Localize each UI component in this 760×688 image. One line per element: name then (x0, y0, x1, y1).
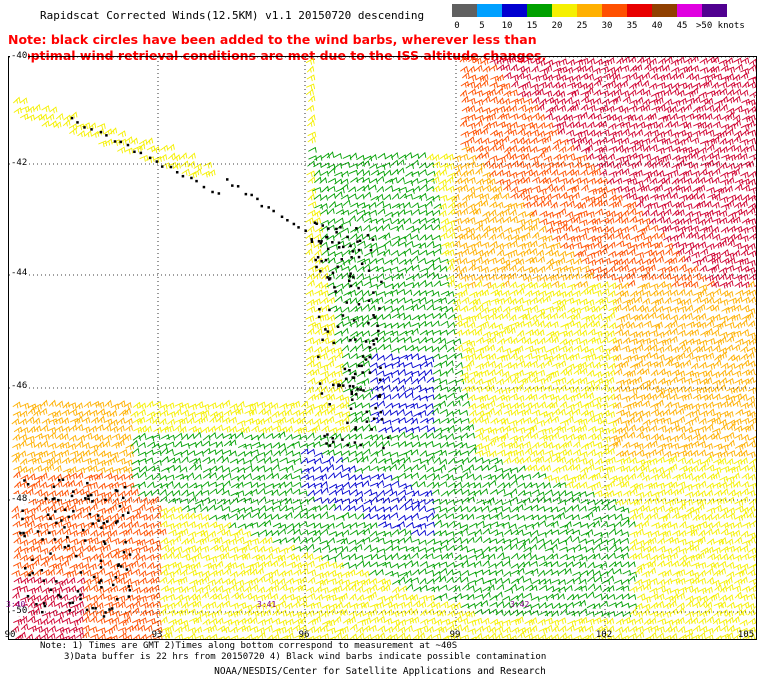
lon-label-93: 93 (151, 630, 163, 640)
legend-swatch (477, 4, 502, 17)
lat-label-48: -48 (10, 494, 29, 504)
lon-label-96: 96 (298, 630, 310, 640)
contamination-markers (19, 116, 390, 618)
legend-swatch (552, 4, 577, 17)
wind-barbs (11, 57, 756, 639)
lat-label-44: -44 (10, 268, 29, 278)
credit-line: NOAA/NESDIS/Center for Satellite Applica… (214, 666, 546, 677)
legend-tick-label: 5 (479, 21, 485, 31)
legend-tick-label: 0 (454, 21, 460, 31)
legend-tick-label: 40 (651, 21, 663, 31)
legend-tick-label: 25 (576, 21, 588, 31)
time-label-1: 3:40 (6, 600, 26, 609)
legend-tick-label: 30 (601, 21, 613, 31)
lon-label-102: 102 (595, 630, 613, 640)
lat-label-46: -46 (10, 381, 29, 391)
lon-label-99: 99 (449, 630, 461, 640)
map-title: Rapidscat Corrected Winds(12.5KM) v1.1 2… (40, 9, 425, 22)
lat-label-50: -50 (10, 606, 29, 616)
lat-label-40: -40 (10, 51, 29, 61)
legend-tick-label: 35 (626, 21, 638, 31)
lon-label-105: 105 (737, 630, 755, 640)
legend-swatch (702, 4, 727, 17)
note-line-2: optimal wind retrieval conditions are me… (22, 48, 547, 63)
wind-barb-field (9, 57, 756, 639)
legend-swatch (527, 4, 552, 17)
legend-tick-label: 20 (551, 21, 563, 31)
legend-swatch (602, 4, 627, 17)
note-line-1: Note: black circles have been added to t… (8, 32, 537, 47)
lon-label-90: 90 (4, 630, 16, 640)
legend-swatch (627, 4, 652, 17)
time-label-2: 3:41 (257, 600, 277, 609)
legend-color-bar (452, 4, 727, 17)
legend-swatch (652, 4, 677, 17)
wind-speed-legend: 0 5 10 15 20 25 30 35 40 45 >50 knots (452, 4, 752, 34)
lat-label-42: -42 (10, 158, 29, 168)
legend-swatch (577, 4, 602, 17)
footnote-line-1: Note: 1) Times are GMT 2)Times along bot… (40, 641, 458, 651)
legend-swatch (677, 4, 702, 17)
legend-swatch (502, 4, 527, 17)
lat-lon-grid (9, 57, 756, 639)
wind-barb-map (8, 56, 757, 640)
footnote-line-2: 3)Data buffer is 22 hrs from 20150720 4)… (64, 652, 547, 662)
footnote: Note: 1) Times are GMT 2)Times along bot… (40, 641, 546, 663)
time-label-3: 3:42 (510, 600, 530, 609)
legend-swatch (452, 4, 477, 17)
legend-tick-label: 10 (501, 21, 513, 31)
legend-tick-label: 15 (526, 21, 538, 31)
legend-tick-label: 45 (676, 21, 688, 31)
warning-note: Note: black circles have been added to t… (8, 32, 546, 64)
legend-tick-label: >50 knots (696, 21, 745, 31)
